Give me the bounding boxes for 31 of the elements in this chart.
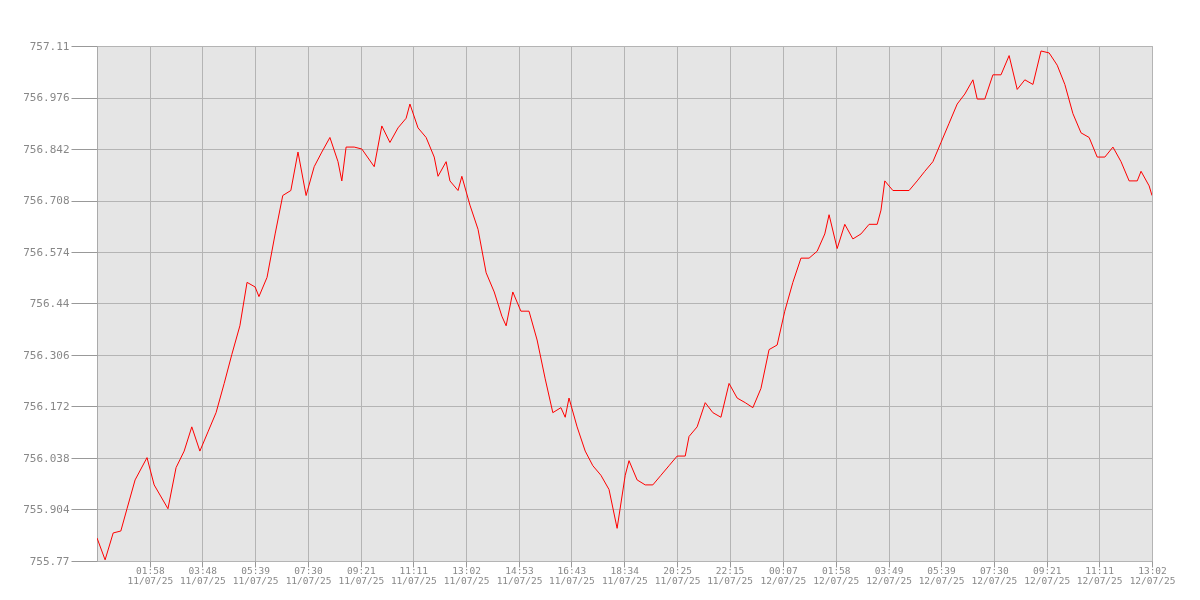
x-tick-label: 22:15 11/07/25 xyxy=(707,564,753,586)
x-tick-label: 05:39 11/07/25 xyxy=(232,564,279,586)
x-tick-label: 01:58 11/07/25 xyxy=(127,564,174,586)
x-tick-label: 03:49 12/07/25 xyxy=(866,564,912,586)
x-tick-label: 09:21 12/07/25 xyxy=(1024,564,1071,586)
x-tick-label: 13:02 12/07/25 xyxy=(1129,564,1176,586)
x-tick-label: 01:58 12/07/25 xyxy=(813,564,860,586)
y-tick-label: 756.842 xyxy=(23,142,70,156)
x-tick-label: 11:11 11/07/25 xyxy=(390,564,437,586)
x-tick-label: 07:30 11/07/25 xyxy=(285,564,332,586)
x-tick-label: 11:11 12/07/25 xyxy=(1076,564,1123,586)
x-tick-label: 20:25 11/07/25 xyxy=(654,564,701,586)
x-tick-label: 07:30 12/07/25 xyxy=(971,564,1018,586)
y-tick-label: 757.11 xyxy=(29,39,70,53)
x-tick-label: 00:07 12/07/25 xyxy=(760,564,807,586)
y-tick-label: 756.574 xyxy=(23,245,70,259)
y-tick-label: 756.038 xyxy=(23,451,70,465)
y-tick-label: 756.172 xyxy=(23,400,70,413)
x-tick-label: 03:48 11/07/25 xyxy=(179,564,226,586)
x-tick-label: 09:21 11/07/25 xyxy=(338,564,385,586)
x-tick-label: 16:43 11/07/25 xyxy=(549,564,595,586)
y-tick-label: 755.904 xyxy=(23,503,70,516)
y-tick-label: 756.44 xyxy=(29,297,70,310)
y-tick-label: 756.976 xyxy=(23,91,70,104)
y-tick-label: 756.306 xyxy=(23,348,70,362)
x-tick-label: 18:34 11/07/25 xyxy=(601,564,648,586)
x-tick-label: 05:39 12/07/25 xyxy=(918,564,965,586)
x-tick-label: 14:53 11/07/25 xyxy=(496,564,543,586)
y-tick-label: 756.708 xyxy=(23,194,70,207)
y-tick-label: 755.77 xyxy=(29,554,70,568)
x-tick-label: 13:02 11/07/25 xyxy=(443,564,490,586)
